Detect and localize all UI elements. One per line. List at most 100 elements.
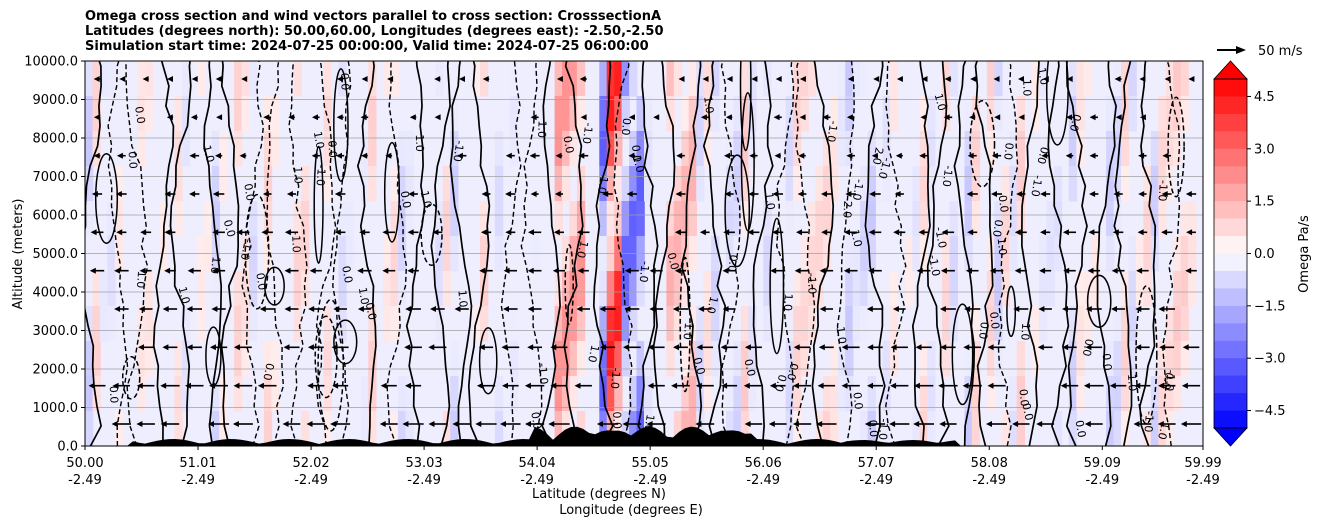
omega-cell [882,411,891,446]
omega-cell [1106,376,1115,412]
wind-vector-head [162,306,169,312]
wind-vector-head [843,267,850,274]
contour-line-negative [885,61,907,446]
contour-line-positive [911,61,931,446]
contour-label: -1.0 [876,418,890,440]
wind-vector-head [502,382,508,389]
omega-cell [1121,376,1130,412]
omega-cell [293,306,302,342]
omega-cell [599,201,608,237]
omega-cell [1165,131,1174,167]
wind-vector-head [1133,421,1140,427]
x-tick-lat: 56.06 [745,456,782,471]
omega-cell [763,306,772,342]
omega-cell [85,306,94,342]
wind-vector-head [797,191,804,197]
wind-vector-head [821,191,827,197]
wind-vector-head [236,229,243,236]
wind-vector-head [940,267,947,274]
wind-vector-head [844,229,850,236]
omega-cell [621,341,630,377]
wind-vector-head [967,152,974,159]
wind-vector-head [361,76,368,82]
contour-line-negative [500,61,522,446]
contour-label: 0.0 [725,254,740,273]
omega-cell [1150,376,1160,412]
omega-cell [1113,201,1122,237]
wind-vector-head [359,229,366,236]
omega-cell [673,411,683,446]
omega-cell [636,376,645,412]
omega-cell [644,166,653,202]
omega-cell [271,131,280,167]
contour-label: 0.0 [665,251,682,271]
omega-cell [1053,166,1063,202]
contour-loop [969,100,996,188]
colorbar-tick-label: −3.0 [1254,352,1286,367]
wind-vector-head [336,152,342,159]
wind-vector-head [479,267,486,274]
quiver-key-label: 50 m/s [1258,44,1303,59]
wind-vector-head [987,344,994,351]
colorbar-segment [1214,183,1247,202]
wind-vector-head [114,267,121,274]
omega-cell [740,201,750,237]
wind-vector-head [1138,152,1145,159]
omega-cell [733,376,742,412]
wind-vector-head [698,306,705,312]
contour-label: 0.0 [561,135,577,154]
omega-cell [323,306,332,342]
omega-cell [1135,271,1145,307]
contour-labels: 0.00.01.00.0-1.01.0-1.00.0-1.00.0-1.00.0… [107,66,1178,441]
omega-cell [509,341,519,377]
wind-vector-head [111,421,118,427]
wind-vector-head [361,152,368,159]
omega-cell [480,271,489,307]
omega-cell [860,201,869,237]
omega-cell [919,201,929,237]
omega-cell [614,411,623,446]
omega-cell [1121,166,1130,202]
wind-vector-head [1040,229,1046,236]
omega-cell [450,341,459,377]
x-axis-label-lat: Latitude (degrees N) [532,487,666,502]
omega-cell [986,61,996,97]
colorbar-tick-label: −1.5 [1254,299,1286,314]
omega-cell [1046,271,1055,307]
wind-vector-head [505,191,512,197]
wind-vector-head [1161,229,1168,236]
omega-cell [509,376,519,412]
wind-vector-head [577,267,584,274]
contour-label: 1.0 [418,189,435,209]
wind-vector-head [700,114,707,121]
wind-vector-head [90,229,97,236]
wind-vector-head [1084,421,1091,427]
omega-cell [636,96,645,132]
wind-vector-head [89,267,96,274]
omega-cell [860,411,869,446]
omega-cell [927,376,936,412]
omega-cell [249,201,258,237]
omega-cell [726,131,735,167]
omega-cell [174,341,183,377]
contour-loop [313,145,324,264]
contour-line-positive [702,61,727,446]
wind-vector-head [527,344,534,351]
wind-vector-head [232,421,239,427]
wind-vector-head [721,382,728,389]
omega-cell [159,201,168,237]
omega-cell [554,341,563,377]
wind-vector-head [1041,152,1048,159]
omega-cell [822,166,832,202]
wind-vector-head [212,229,219,236]
wind-vector-head [772,191,779,197]
omega-cell [114,166,124,202]
contour-label: 0.0 [528,411,544,430]
omega-cell [688,61,697,97]
contour-line-positive [85,61,102,446]
x-axis: 50.00 -2.49 51.01 -2.49 52.02 -2.49 53.03 -2.49… [66,446,1222,488]
omega-cell [360,376,370,412]
wind-vector-head [334,229,341,236]
omega-cell [196,306,206,342]
wind-vector-head [723,229,730,236]
